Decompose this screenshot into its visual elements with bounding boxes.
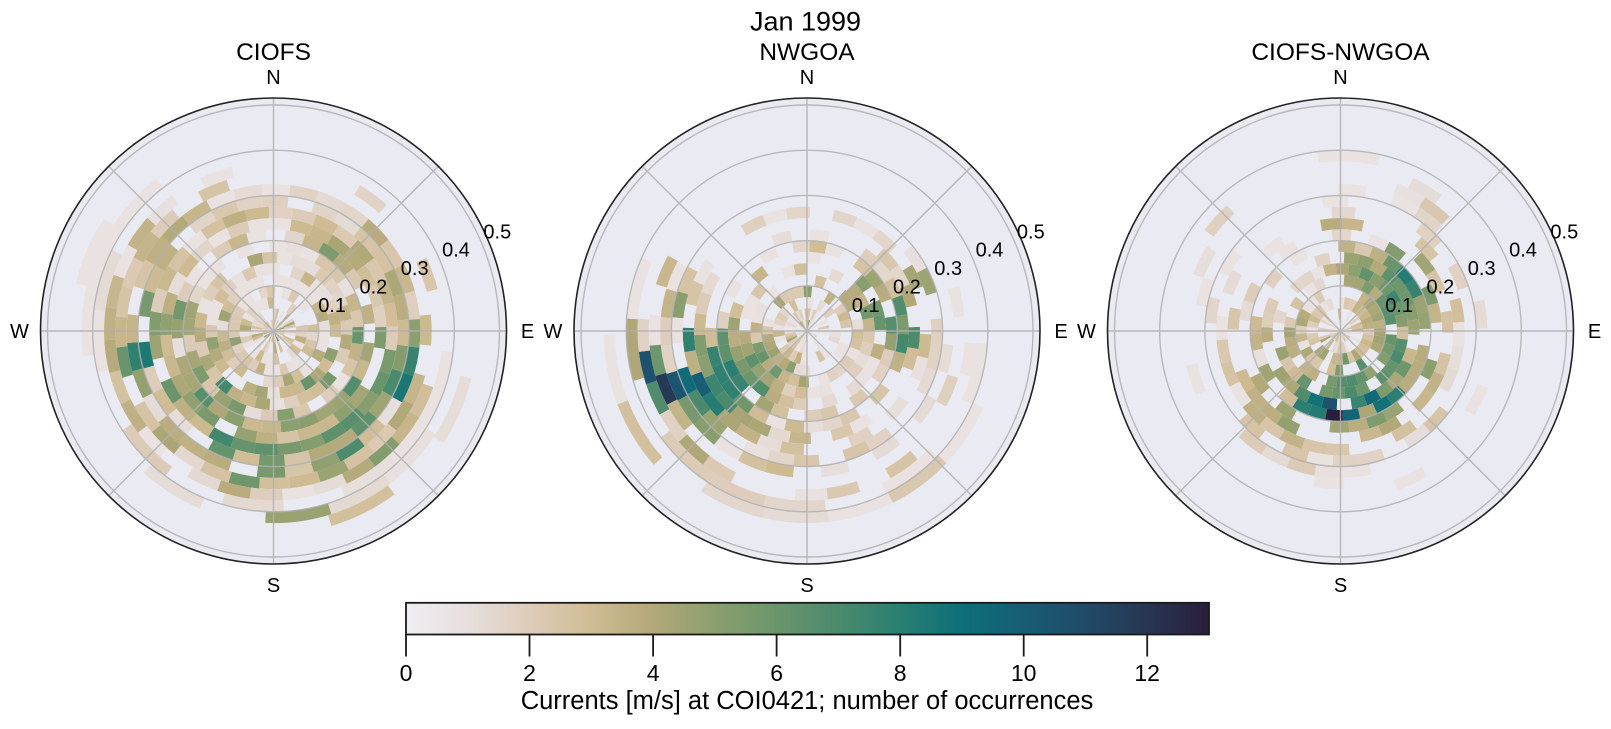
- svg-text:S: S: [800, 575, 813, 597]
- svg-text:S: S: [267, 575, 280, 597]
- svg-text:N: N: [266, 67, 280, 89]
- svg-text:W: W: [10, 321, 29, 343]
- svg-text:0.5: 0.5: [483, 221, 511, 243]
- svg-text:0.3: 0.3: [1468, 258, 1496, 280]
- svg-text:0.2: 0.2: [359, 277, 387, 299]
- svg-text:0.2: 0.2: [1426, 277, 1454, 299]
- svg-text:0.5: 0.5: [1017, 221, 1045, 243]
- svg-text:E: E: [1588, 321, 1601, 343]
- svg-text:Currents [m/s] at COI0421; num: Currents [m/s] at COI0421; number of occ…: [521, 687, 1094, 715]
- svg-text:0.4: 0.4: [1509, 240, 1537, 262]
- svg-text:0: 0: [400, 660, 413, 686]
- svg-text:8: 8: [894, 660, 907, 686]
- svg-text:0.4: 0.4: [442, 240, 470, 262]
- svg-text:0.3: 0.3: [401, 258, 429, 280]
- svg-text:0.3: 0.3: [934, 258, 962, 280]
- svg-text:N: N: [800, 67, 814, 89]
- svg-text:E: E: [1054, 321, 1067, 343]
- svg-text:12: 12: [1134, 660, 1160, 686]
- svg-text:4: 4: [647, 660, 660, 686]
- svg-text:CIOFS: CIOFS: [236, 39, 311, 66]
- svg-text:CIOFS-NWGOA: CIOFS-NWGOA: [1251, 39, 1430, 66]
- svg-text:NWGOA: NWGOA: [759, 39, 855, 66]
- svg-text:0.4: 0.4: [976, 240, 1004, 262]
- svg-text:0.1: 0.1: [1385, 295, 1413, 317]
- svg-text:E: E: [521, 321, 534, 343]
- svg-text:W: W: [544, 321, 563, 343]
- svg-text:Jan 1999: Jan 1999: [750, 7, 861, 37]
- svg-text:2: 2: [523, 660, 536, 686]
- svg-text:0.1: 0.1: [318, 295, 346, 317]
- svg-text:10: 10: [1011, 660, 1037, 686]
- svg-text:0.1: 0.1: [852, 295, 880, 317]
- svg-text:0.2: 0.2: [893, 277, 921, 299]
- svg-text:6: 6: [770, 660, 783, 686]
- svg-text:0.5: 0.5: [1550, 221, 1578, 243]
- svg-text:W: W: [1077, 321, 1096, 343]
- svg-text:N: N: [1333, 67, 1347, 89]
- svg-text:S: S: [1334, 575, 1347, 597]
